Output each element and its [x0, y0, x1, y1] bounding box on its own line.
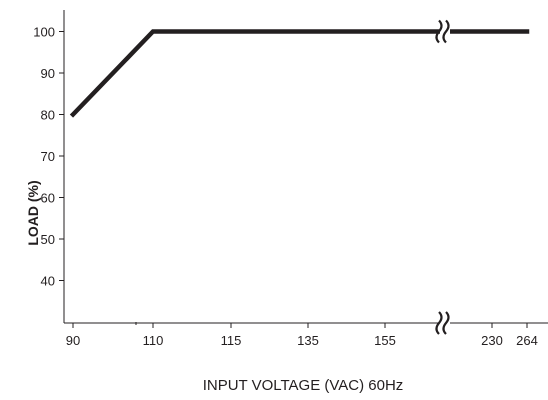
- break-stroke: [442, 311, 450, 335]
- break-stroke: [435, 19, 443, 44]
- x-tick-label: 230: [481, 333, 503, 348]
- x-tick-label: 115: [221, 333, 242, 348]
- y-tick-label: 60: [41, 191, 55, 206]
- y-tick-label: 80: [41, 108, 55, 123]
- break-stroke: [442, 19, 450, 44]
- y-tick-label: 50: [41, 232, 55, 247]
- break-stroke: [435, 311, 443, 335]
- axis-breaks: [435, 19, 450, 335]
- axes: [63, 10, 548, 324]
- x-axis-ticks: 90 110 115 135 155 230 264: [66, 322, 538, 348]
- x-tick-label: 155: [374, 333, 396, 348]
- x-tick-label: 110: [143, 333, 164, 348]
- y-tick-label: 100: [33, 25, 55, 40]
- series-layer: [69, 29, 530, 118]
- x-tick-label: 135: [297, 333, 319, 348]
- x-tick-label: 90: [66, 333, 80, 348]
- x-axis-label: INPUT VOLTAGE (VAC) 60Hz: [203, 377, 404, 394]
- y-axis-label: LOAD (%): [25, 180, 41, 245]
- x-tick-label: 264: [516, 333, 538, 348]
- y-tick-label: 90: [41, 66, 55, 81]
- axis-break-x-axis: [435, 311, 450, 335]
- load-curve: [69, 29, 530, 118]
- axis-break-line: [435, 19, 450, 44]
- y-tick-label: 70: [41, 149, 55, 164]
- y-tick-label: 40: [41, 274, 55, 289]
- y-axis-ticks: 100 90 80 70 60 50 40: [33, 25, 64, 289]
